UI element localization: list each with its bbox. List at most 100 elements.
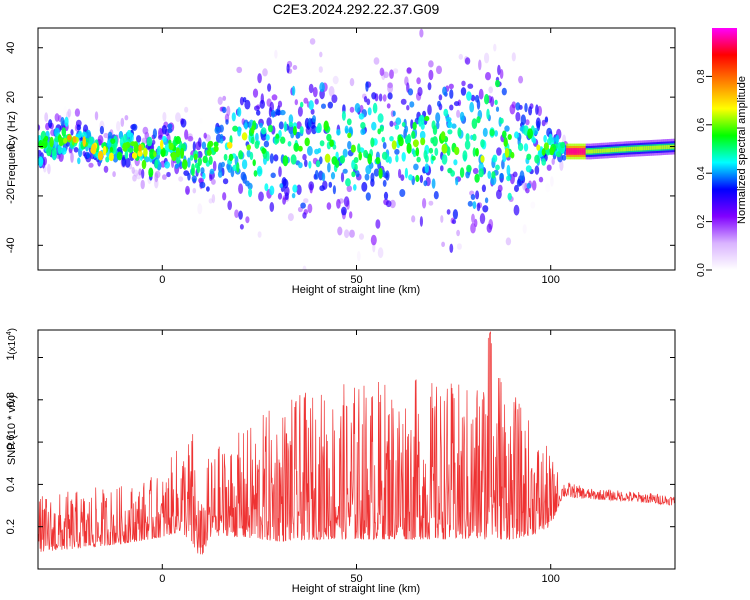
spectral-blob <box>273 154 279 162</box>
spectral-blob <box>220 161 225 168</box>
spectral-blob <box>287 141 292 147</box>
spectral-blob <box>401 122 406 127</box>
spectral-blob <box>472 133 477 141</box>
spectral-blob <box>395 254 399 264</box>
spectral-blob <box>280 136 286 144</box>
spectral-blob <box>308 160 312 169</box>
spectral-blob <box>524 102 528 113</box>
spectral-blob <box>232 125 239 132</box>
spectral-blob <box>422 198 427 209</box>
spectral-band-cell <box>634 146 637 151</box>
spectral-blob <box>415 147 420 157</box>
colorbar-tick-label: 0.4 <box>696 166 707 180</box>
spectral-blob <box>484 52 490 64</box>
spectral-blob <box>387 92 393 100</box>
spectral-blob <box>370 234 377 246</box>
spectral-blob <box>77 157 81 165</box>
colorbar-tick-label: 0.0 <box>696 263 707 277</box>
spectral-blob <box>428 200 434 206</box>
spectral-band-cell <box>620 147 623 152</box>
spectral-blob <box>192 187 197 194</box>
spectral-blob <box>76 124 82 131</box>
spectral-blob <box>74 108 80 117</box>
spectral-blob <box>446 209 451 215</box>
spectral-blob <box>416 156 421 163</box>
spectral-blob <box>476 116 481 124</box>
spectral-blob <box>358 151 363 161</box>
spectral-band-cell <box>663 145 666 150</box>
spectral-band-cell <box>618 147 621 152</box>
spectral-band-cell <box>647 146 650 150</box>
spectral-blob <box>124 115 129 121</box>
spectral-blob <box>526 153 532 160</box>
spectral-blob <box>197 203 203 215</box>
spectral-blob <box>294 99 298 106</box>
spectral-blob <box>221 106 227 114</box>
spectral-blob <box>267 83 272 92</box>
spectral-blob <box>373 168 380 177</box>
spectral-blob <box>329 139 334 147</box>
spectral-blob <box>383 71 389 79</box>
spectral-blob <box>353 157 359 164</box>
spectral-blob <box>290 154 297 165</box>
spectral-blob <box>292 126 297 136</box>
spectral-blob <box>391 140 397 150</box>
spectral-blob <box>140 179 145 190</box>
spectral-blob <box>446 146 451 157</box>
spectral-blob <box>222 192 227 201</box>
spectral-blob <box>212 160 217 172</box>
spectral-blob <box>319 140 325 147</box>
spectral-blob <box>463 11 469 18</box>
spectral-blob <box>451 219 457 225</box>
spectral-blob <box>475 190 480 200</box>
spectral-blob <box>461 244 466 254</box>
spectral-blob <box>256 165 263 177</box>
spectral-blob <box>365 81 369 92</box>
spectral-blob <box>237 107 242 117</box>
spectral-blob <box>541 158 547 166</box>
spectral-blob <box>187 157 191 168</box>
spectral-blob <box>47 163 51 175</box>
spectral-band-cell <box>603 148 606 153</box>
spectral-blob <box>466 91 472 101</box>
spectral-blob <box>265 134 270 141</box>
spectral-blob <box>174 163 179 169</box>
spectral-blob <box>141 159 147 170</box>
spectral-blob <box>44 135 49 141</box>
spectral-blob <box>154 159 159 169</box>
spectral-blob <box>275 133 280 139</box>
spectral-blob <box>162 111 167 122</box>
spectral-band-cell <box>624 147 627 152</box>
spectral-band-cell <box>661 145 664 150</box>
spectral-blob <box>304 137 310 147</box>
spectral-blob <box>387 82 393 89</box>
spectral-blob <box>223 153 228 161</box>
x-tick-label: 100 <box>542 274 560 286</box>
spectral-blob <box>182 159 188 170</box>
spectral-blob <box>221 221 227 227</box>
spectral-band-cell <box>651 145 654 150</box>
spectral-blob <box>152 128 157 139</box>
spectral-blob <box>110 138 116 145</box>
spectral-blob <box>517 142 524 152</box>
spectral-band-cell <box>570 149 573 154</box>
snr-multiplier-exp: 4 <box>6 331 13 335</box>
spectral-blob <box>297 131 301 139</box>
spectral-blob <box>360 128 366 135</box>
spectral-band-cell <box>626 147 629 152</box>
spectral-blob <box>412 121 417 130</box>
spectral-blob <box>424 115 430 122</box>
spectral-blob <box>543 134 547 143</box>
spectral-blob <box>314 169 319 180</box>
spectral-blob <box>475 147 479 157</box>
spectral-blob <box>550 176 554 187</box>
spectral-blob <box>382 179 387 187</box>
spectral-blob <box>208 140 214 147</box>
spectral-blob <box>46 147 52 157</box>
spectral-blob <box>419 174 424 184</box>
spectral-blob <box>317 122 322 133</box>
spectral-blob <box>131 166 135 174</box>
colorbar-ticks: 0.0 0.2 0.4 0.6 0.8 <box>696 69 712 277</box>
spectral-blob <box>528 106 533 116</box>
spectral-blob <box>298 145 303 152</box>
